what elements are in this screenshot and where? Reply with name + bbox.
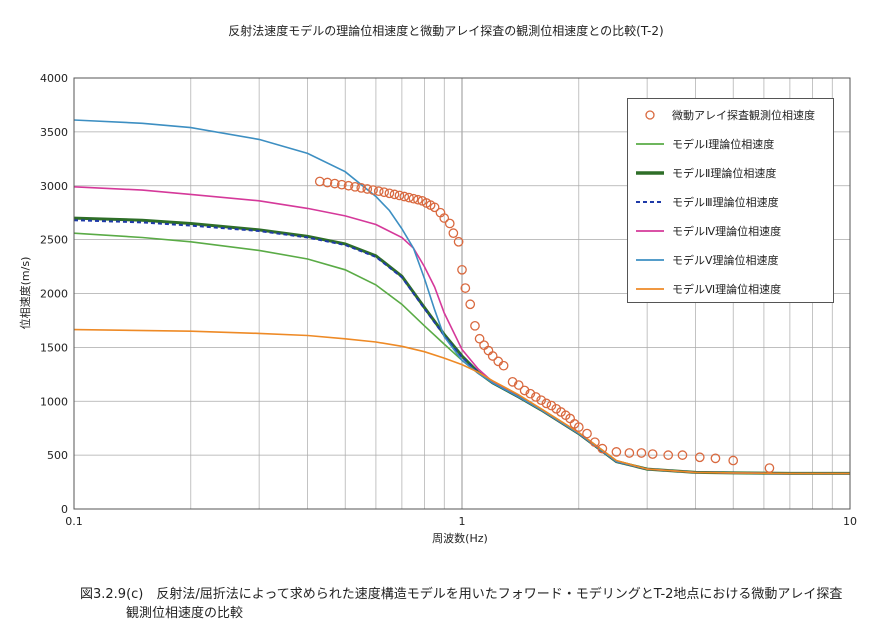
y-tick-label: 2500 — [40, 234, 68, 247]
observed-point — [611, 447, 622, 457]
observed-point — [336, 179, 347, 190]
observed-point — [582, 428, 592, 439]
observed-point — [474, 333, 485, 344]
observed-point — [519, 385, 530, 396]
y-tick-label: 500 — [47, 449, 68, 462]
observed-point — [764, 463, 775, 473]
observed-point — [636, 448, 647, 458]
observed-point — [413, 194, 423, 205]
observed-point — [379, 187, 389, 198]
observed-point — [710, 453, 721, 464]
legend-label: 微動アレイ探査観測位相速度 — [672, 109, 815, 122]
observed-point — [546, 400, 557, 411]
observed-point — [350, 181, 360, 192]
legend-label: モデルⅥ理論位相速度 — [672, 283, 782, 296]
observed-point — [493, 356, 504, 367]
y-tick-label: 2000 — [40, 288, 68, 301]
observed-point — [322, 177, 333, 188]
legend-item: 微動アレイ探査観測位相速度 — [634, 105, 815, 125]
line-swatch-icon — [634, 253, 666, 267]
observed-point — [487, 351, 498, 361]
legend-item: モデルⅡ理論位相速度 — [634, 163, 776, 183]
caption-line-2: 観測位相速度の比較 — [126, 606, 244, 621]
observed-point — [399, 191, 410, 202]
y-tick-label: 0 — [61, 503, 68, 516]
plot-frame — [73, 77, 851, 510]
y-tick-label: 1000 — [40, 395, 68, 408]
observed-point — [448, 228, 459, 239]
observed-point — [525, 388, 536, 399]
legend-item: モデルⅠ理論位相速度 — [634, 134, 774, 154]
observed-point — [408, 193, 419, 204]
observed-point — [465, 299, 476, 310]
x-tick-label: 10 — [843, 515, 857, 528]
observed-point — [368, 185, 378, 195]
caption-line-1: 図3.2.9(c) 反射法/屈折法によって求められた速度構造モデルを用いたフォワ… — [80, 587, 843, 602]
observed-point — [663, 450, 674, 460]
series-group — [73, 119, 850, 475]
legend-item: モデルⅢ理論位相速度 — [634, 192, 779, 212]
y-tick-label: 3000 — [40, 180, 68, 193]
line-swatch-icon — [634, 282, 666, 296]
observed-point — [624, 448, 635, 458]
circle-marker-icon — [634, 108, 666, 122]
y-tick-label: 4000 — [40, 72, 68, 85]
line-swatch-icon — [634, 224, 666, 238]
line-swatch-icon — [634, 195, 666, 209]
observed-point — [457, 264, 467, 275]
observed-point — [694, 452, 705, 463]
legend-item: モデルⅥ理論位相速度 — [634, 279, 781, 299]
y-axis-label: 位相速度(m/s) — [19, 256, 32, 330]
legend-item: モデルⅤ理論位相速度 — [634, 250, 779, 270]
legend-label: モデルⅢ理論位相速度 — [672, 196, 779, 209]
legend-label: モデルⅤ理論位相速度 — [672, 254, 779, 267]
observed-point — [384, 188, 395, 199]
observed-point — [536, 395, 547, 406]
legend-item: モデルⅣ理論位相速度 — [634, 221, 781, 241]
y-tick-label: 3500 — [40, 126, 68, 139]
observed-point — [728, 455, 739, 466]
series-line — [73, 328, 850, 475]
observed-point — [479, 340, 489, 351]
observed-point — [356, 183, 367, 193]
legend-label: モデルⅣ理論位相速度 — [672, 225, 782, 238]
legend-label: モデルⅠ理論位相速度 — [672, 138, 775, 151]
x-tick-label: 0.1 — [65, 515, 83, 528]
legend-label: モデルⅡ理論位相速度 — [672, 167, 777, 180]
observed-point — [470, 320, 480, 331]
observed-point — [439, 213, 450, 223]
observed-point — [647, 449, 658, 459]
observed-point — [343, 180, 354, 191]
line-swatch-icon — [634, 166, 666, 180]
line-swatch-icon — [634, 137, 666, 151]
observed-point — [429, 202, 440, 213]
observed-point — [597, 443, 608, 454]
observed-point — [498, 360, 509, 371]
observed-point — [460, 283, 471, 293]
observed-point — [677, 450, 688, 460]
observed-point — [590, 437, 600, 448]
observed-point — [373, 186, 384, 196]
observed-point — [513, 380, 524, 390]
observed-point — [453, 236, 464, 247]
figure-caption: 図3.2.9(c) 反射法/屈折法によって求められた速度構造モデルを用いたフォワ… — [80, 585, 842, 623]
observed-point — [530, 392, 541, 402]
observed-point — [404, 192, 414, 203]
observed-point — [573, 422, 584, 432]
chart-title: 反射法速度モデルの理論位相速度と微動アレイ探査の観測位相速度との比較(T-2) — [228, 24, 664, 38]
observed-point — [541, 398, 552, 409]
observed-point — [329, 178, 340, 189]
tick-labels: 0 500 1000 1500 2000 2500 3000 3500 4000 0.1 1 10 — [40, 72, 857, 528]
observed-point — [389, 189, 400, 200]
legend: 微動アレイ探査観測位相速度 モデルⅠ理論位相速度 モデルⅡ理論位相速度 モデルⅢ理論位… — [627, 98, 834, 303]
observed-point — [444, 218, 455, 229]
observed-point — [394, 190, 405, 201]
observed-point — [362, 184, 373, 194]
x-tick-label: 1 — [459, 515, 466, 528]
y-tick-label: 1500 — [40, 341, 68, 354]
x-axis-label: 周波数(Hz) — [432, 532, 488, 545]
